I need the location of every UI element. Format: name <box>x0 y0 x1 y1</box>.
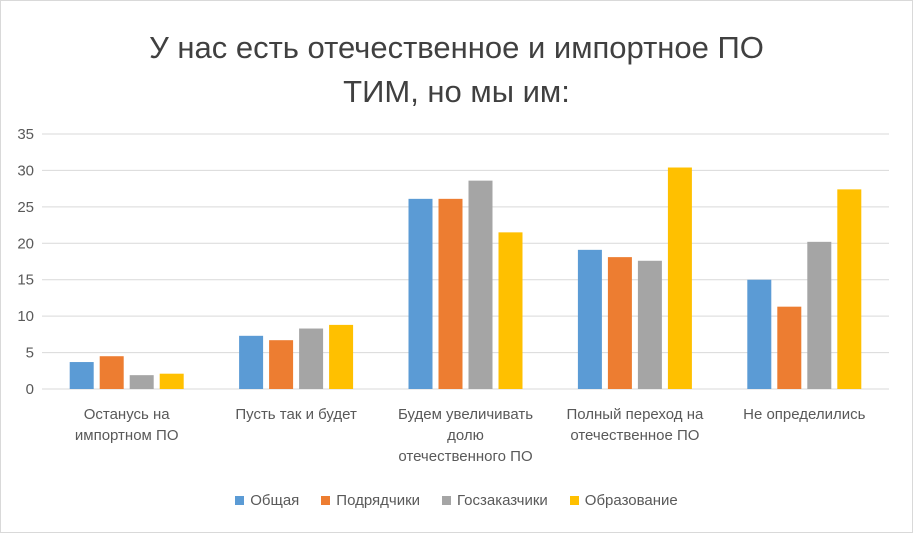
bar <box>269 340 294 389</box>
legend-swatch <box>321 496 331 505</box>
bar <box>577 249 602 389</box>
bar <box>159 373 184 389</box>
legend-label: Подрядчики <box>336 492 421 509</box>
y-tick-label: 25 <box>17 199 34 216</box>
chart-title-line-1: У нас есть отечественное и импортное ПО <box>149 30 764 65</box>
bar <box>837 189 862 389</box>
legend-label: Образование <box>584 492 678 509</box>
y-tick-label: 15 <box>17 272 34 289</box>
bar <box>408 198 433 389</box>
bar <box>129 375 154 389</box>
legend-item: Подрядчики <box>321 492 420 509</box>
legend-item: Госзаказчики <box>442 492 548 509</box>
bar <box>239 335 264 389</box>
legend-item: Общая <box>235 492 299 509</box>
x-tick-label: Будем увеличивать <box>398 406 533 423</box>
bar <box>438 198 463 389</box>
bar <box>607 257 632 389</box>
bar <box>299 328 324 389</box>
bar <box>777 306 802 389</box>
legend: Общая Подрядчики Госзаказчики Образование <box>0 492 913 509</box>
legend-swatch <box>442 496 452 505</box>
y-tick-label: 35 <box>17 126 34 143</box>
bar <box>498 232 523 389</box>
x-tick-label: импортном ПО <box>75 427 179 444</box>
legend-swatch <box>235 496 245 505</box>
bar <box>747 279 772 389</box>
bar <box>99 356 124 389</box>
x-tick-label: Пусть так и будет <box>235 406 357 423</box>
y-tick-label: 5 <box>26 345 34 362</box>
y-tick-label: 10 <box>17 308 34 325</box>
legend-swatch <box>569 496 579 505</box>
x-tick-label: долю <box>447 427 484 444</box>
chart-title: У нас есть отечественное и импортное ПО … <box>0 26 913 114</box>
legend-item: Образование <box>569 492 678 509</box>
bar <box>468 180 493 389</box>
bar <box>329 324 354 389</box>
x-tick-label: отечественного ПО <box>398 448 532 465</box>
y-tick-label: 0 <box>26 381 34 398</box>
legend-label: Госзаказчики <box>457 492 548 509</box>
x-tick-label: Не определились <box>743 406 866 423</box>
y-tick-label: 20 <box>17 235 34 252</box>
legend-label: Общая <box>250 492 300 509</box>
bar <box>69 362 94 389</box>
chart-title-line-2: ТИМ, но мы им: <box>343 74 570 109</box>
y-tick-label: 30 <box>17 162 34 179</box>
bar <box>637 260 662 389</box>
x-tick-label: Останусь на <box>84 406 171 423</box>
bar <box>667 167 692 389</box>
x-tick-label: Полный переход на <box>566 406 704 423</box>
x-tick-label: отечественное ПО <box>570 427 699 444</box>
bar <box>807 241 832 389</box>
